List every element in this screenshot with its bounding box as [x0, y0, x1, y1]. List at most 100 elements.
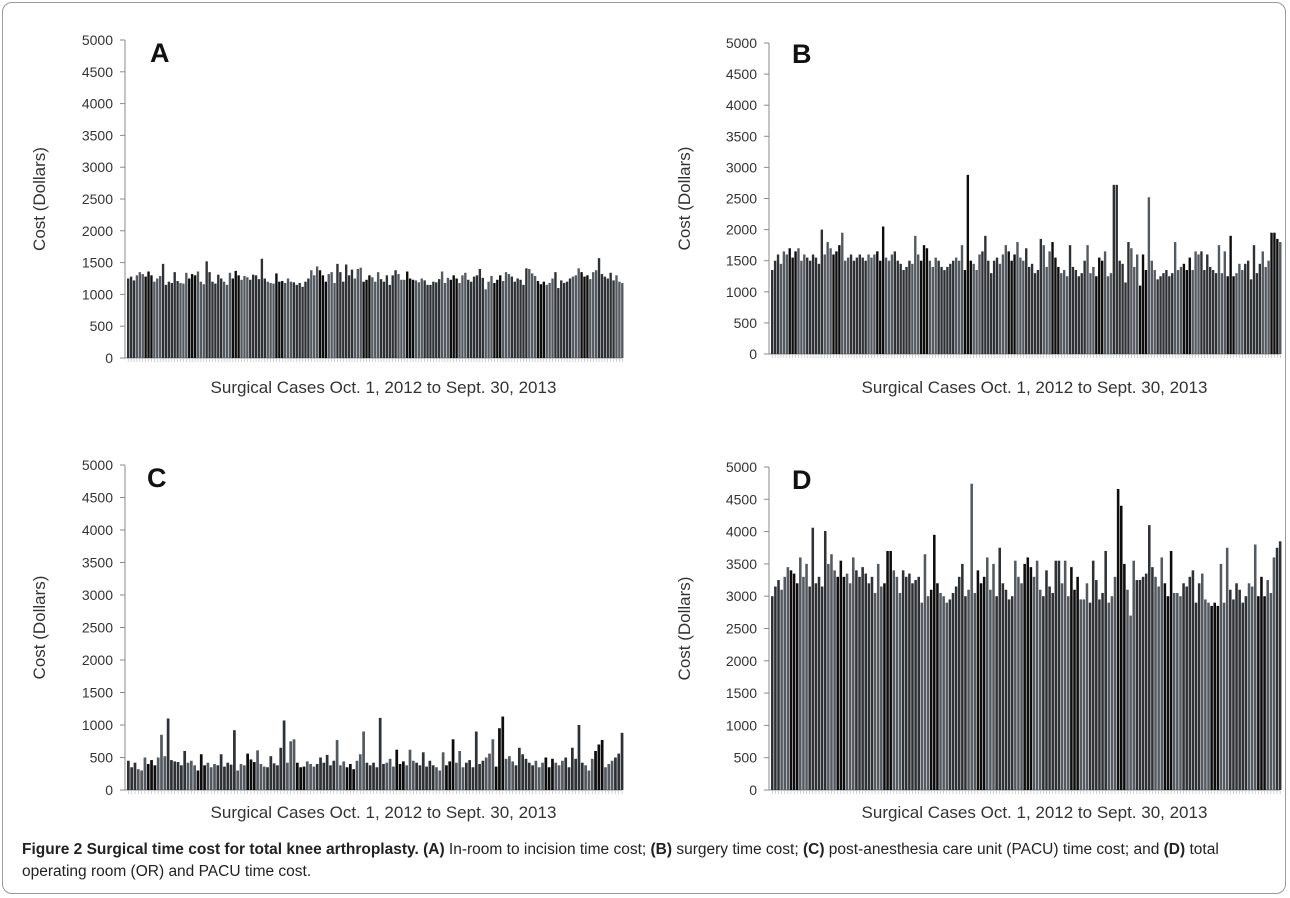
bar: [469, 281, 473, 358]
bar: [319, 757, 322, 790]
y-tick-label: 5000: [726, 459, 757, 475]
bar: [939, 592, 942, 790]
bar: [858, 576, 861, 790]
y-tick-label: 500: [90, 750, 114, 766]
bar: [567, 767, 571, 790]
bar: [467, 279, 470, 358]
bar: [893, 251, 897, 354]
bar: [791, 257, 794, 354]
bar: [600, 739, 604, 790]
y-tick-label: 3500: [82, 127, 113, 143]
bar: [826, 242, 829, 354]
bar: [940, 266, 943, 354]
bar: [1071, 266, 1075, 354]
bar: [521, 754, 525, 790]
caption-label-d: (D): [1163, 841, 1186, 858]
bar: [1238, 263, 1241, 354]
bar: [481, 760, 485, 790]
bar: [574, 275, 577, 358]
y-tick-label: 2000: [726, 222, 757, 238]
bar: [150, 275, 153, 358]
bar: [998, 547, 1002, 790]
bar: [474, 731, 478, 790]
bar: [325, 754, 329, 790]
bar: [592, 272, 595, 358]
bar: [992, 563, 995, 790]
bar: [534, 760, 538, 790]
bar: [129, 276, 133, 358]
bar: [1085, 583, 1089, 790]
bar: [394, 270, 397, 358]
bar: [597, 258, 601, 358]
bar: [411, 279, 415, 358]
bar: [776, 254, 780, 354]
bar: [484, 757, 488, 790]
bar: [873, 254, 876, 354]
bar: [1194, 251, 1197, 354]
bar: [942, 596, 945, 790]
bar: [1197, 583, 1201, 790]
bar: [398, 764, 402, 790]
bar: [1203, 270, 1206, 354]
bar: [530, 273, 534, 358]
bar: [783, 576, 787, 790]
bar: [1109, 273, 1113, 354]
bar: [208, 272, 211, 358]
bar: [1067, 596, 1070, 790]
bar: [1241, 270, 1244, 354]
bar: [589, 279, 592, 358]
bar: [989, 589, 992, 790]
bar: [441, 752, 445, 790]
y-tick-label: 2500: [82, 191, 113, 207]
bar: [961, 563, 964, 790]
bar: [564, 757, 568, 790]
bar: [1270, 232, 1273, 354]
bar: [1169, 550, 1173, 790]
bar: [1200, 251, 1203, 354]
bar: [286, 278, 290, 358]
bar: [802, 576, 805, 790]
bar: [805, 563, 808, 790]
bar: [1014, 560, 1017, 790]
bar: [1007, 599, 1011, 790]
bar: [153, 765, 157, 790]
bar: [823, 530, 827, 790]
bar: [943, 270, 946, 354]
bar: [928, 260, 932, 354]
bar: [487, 281, 490, 358]
bar: [397, 274, 400, 358]
bar: [1255, 273, 1259, 354]
bar: [780, 589, 783, 790]
bar: [876, 251, 879, 354]
bar: [1156, 279, 1159, 354]
bar: [887, 260, 891, 354]
bar: [233, 730, 236, 790]
bar: [420, 278, 423, 358]
bar: [1209, 266, 1212, 354]
bar: [475, 275, 479, 358]
bar: [1054, 560, 1058, 790]
bar: [1013, 254, 1016, 354]
bar: [1226, 276, 1229, 354]
bar: [365, 762, 369, 790]
bar: [1182, 263, 1186, 354]
bar: [607, 764, 611, 790]
bar: [1095, 580, 1098, 790]
y-tick-label: 5000: [82, 457, 113, 473]
bar: [1045, 570, 1048, 790]
bar: [382, 764, 385, 790]
bar: [1017, 576, 1020, 790]
bar: [1027, 266, 1031, 354]
bar: [278, 281, 281, 358]
bar: [586, 275, 589, 358]
x-axis-label: Surgical Cases Oct. 1, 2012 to Sept. 30,…: [211, 803, 557, 822]
bar: [448, 761, 452, 790]
bar: [239, 764, 243, 790]
bar: [554, 762, 558, 790]
bar: [551, 758, 554, 790]
bar: [446, 277, 450, 358]
bar: [1263, 596, 1266, 790]
bar: [276, 765, 279, 790]
bar: [222, 281, 226, 358]
bar: [193, 765, 196, 790]
